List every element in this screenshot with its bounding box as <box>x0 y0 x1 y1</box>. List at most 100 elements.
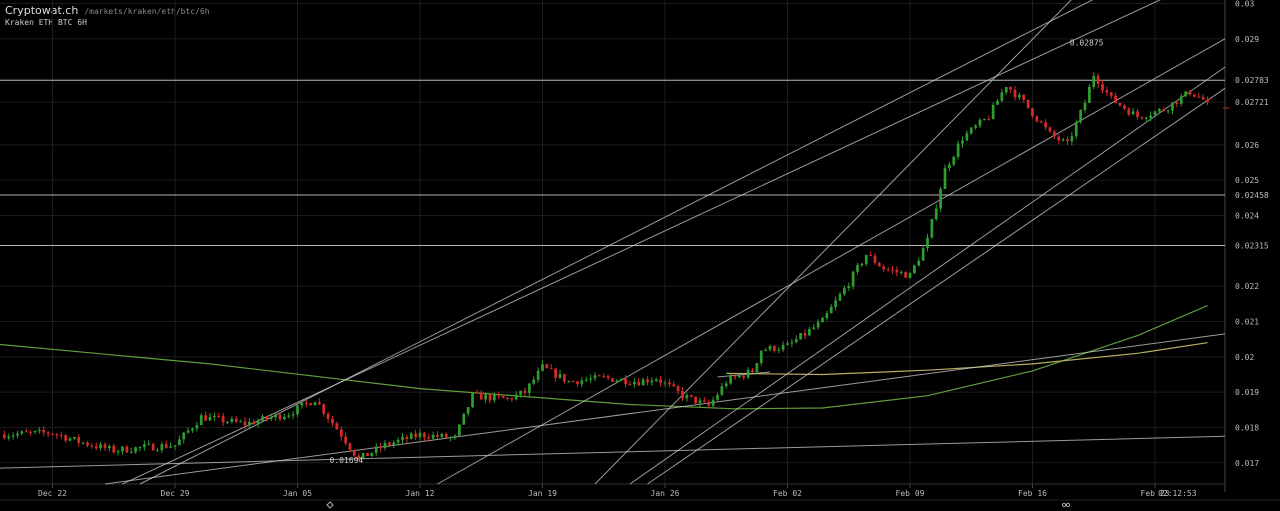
candle[interactable] <box>313 402 317 406</box>
candle[interactable] <box>589 378 592 380</box>
candle[interactable] <box>956 143 960 157</box>
candle[interactable] <box>851 271 855 287</box>
candle[interactable] <box>1053 131 1056 137</box>
candle[interactable] <box>274 414 277 418</box>
candle[interactable] <box>125 446 129 453</box>
candle[interactable] <box>991 104 995 120</box>
candle[interactable] <box>1140 117 1144 119</box>
candle[interactable] <box>261 416 264 421</box>
candle[interactable] <box>453 435 457 437</box>
candle[interactable] <box>1127 108 1131 115</box>
candle[interactable] <box>1179 96 1183 104</box>
candle[interactable] <box>943 167 947 189</box>
candle[interactable] <box>926 237 929 249</box>
market-path[interactable]: /markets/kraken/eth/btc/6h <box>84 7 210 16</box>
candle[interactable] <box>974 125 977 128</box>
candle[interactable] <box>173 445 177 447</box>
candle[interactable] <box>869 254 872 256</box>
candle[interactable] <box>1109 92 1113 96</box>
candle[interactable] <box>436 434 439 437</box>
candle[interactable] <box>738 375 741 378</box>
candle[interactable] <box>514 394 518 400</box>
candle[interactable] <box>576 381 579 385</box>
candle[interactable] <box>790 342 794 344</box>
candle[interactable] <box>112 445 116 453</box>
candle[interactable] <box>1188 91 1192 95</box>
candle[interactable] <box>339 429 343 437</box>
candle[interactable] <box>996 100 999 105</box>
candle[interactable] <box>654 379 658 381</box>
candle[interactable] <box>567 381 571 383</box>
candle[interactable] <box>405 436 409 439</box>
candle[interactable] <box>724 383 728 387</box>
candle[interactable] <box>1162 109 1166 112</box>
candle[interactable] <box>1092 75 1096 87</box>
candle[interactable] <box>99 444 102 449</box>
trend-line[interactable] <box>594 0 1085 485</box>
candle[interactable] <box>751 369 754 373</box>
candle[interactable] <box>431 434 435 439</box>
candle[interactable] <box>1206 99 1209 103</box>
candle[interactable] <box>309 403 312 406</box>
candle[interactable] <box>528 383 531 393</box>
candle[interactable] <box>440 433 444 437</box>
candle[interactable] <box>1123 105 1126 109</box>
candle[interactable] <box>344 436 347 444</box>
candle[interactable] <box>204 415 207 421</box>
candle[interactable] <box>987 118 991 120</box>
candle[interactable] <box>423 432 426 438</box>
candle[interactable] <box>908 272 912 278</box>
candle[interactable] <box>1201 96 1205 100</box>
candle[interactable] <box>978 119 982 126</box>
trend-line[interactable] <box>0 435 1226 469</box>
candle[interactable] <box>291 414 295 416</box>
candle[interactable] <box>917 260 921 266</box>
candle[interactable] <box>283 416 286 420</box>
candle[interactable] <box>1166 110 1170 112</box>
candle[interactable] <box>427 437 431 439</box>
candle[interactable] <box>497 394 501 397</box>
candle[interactable] <box>1144 117 1148 119</box>
candle[interactable] <box>265 416 269 420</box>
candle[interactable] <box>755 363 759 373</box>
candle[interactable] <box>1079 109 1082 122</box>
candle[interactable] <box>676 386 680 392</box>
candle[interactable] <box>178 439 181 446</box>
candle[interactable] <box>388 442 391 445</box>
candle[interactable] <box>1070 136 1074 142</box>
candle[interactable] <box>519 390 522 395</box>
trend-line[interactable] <box>139 0 1120 485</box>
candle[interactable] <box>396 439 400 443</box>
candle[interactable] <box>1026 99 1030 109</box>
candle[interactable] <box>55 434 59 436</box>
candle[interactable] <box>689 394 693 397</box>
candle[interactable] <box>641 379 645 386</box>
candle[interactable] <box>930 219 934 238</box>
candle[interactable] <box>856 265 859 272</box>
candle[interactable] <box>59 434 63 436</box>
candle[interactable] <box>1184 91 1187 97</box>
candle[interactable] <box>164 444 168 448</box>
candle[interactable] <box>366 453 369 457</box>
candle[interactable] <box>1197 96 1201 98</box>
candle[interactable] <box>536 370 540 380</box>
candle[interactable] <box>1118 102 1122 106</box>
double-circle-icon[interactable] <box>1061 502 1067 508</box>
candle[interactable] <box>799 333 802 340</box>
candle[interactable] <box>847 286 851 289</box>
candle[interactable] <box>1083 102 1087 110</box>
candle[interactable] <box>33 430 37 433</box>
candle[interactable] <box>243 421 247 426</box>
candle[interactable] <box>331 418 334 424</box>
candle[interactable] <box>68 438 72 441</box>
candle[interactable] <box>733 376 737 378</box>
candle[interactable] <box>1153 111 1157 116</box>
candle[interactable] <box>886 269 890 271</box>
candle[interactable] <box>545 364 549 369</box>
candle[interactable] <box>1035 116 1039 122</box>
candle[interactable] <box>716 394 719 400</box>
candle[interactable] <box>64 435 67 441</box>
candle[interactable] <box>51 433 54 435</box>
candle[interactable] <box>1022 95 1026 100</box>
candle[interactable] <box>1000 92 1004 101</box>
